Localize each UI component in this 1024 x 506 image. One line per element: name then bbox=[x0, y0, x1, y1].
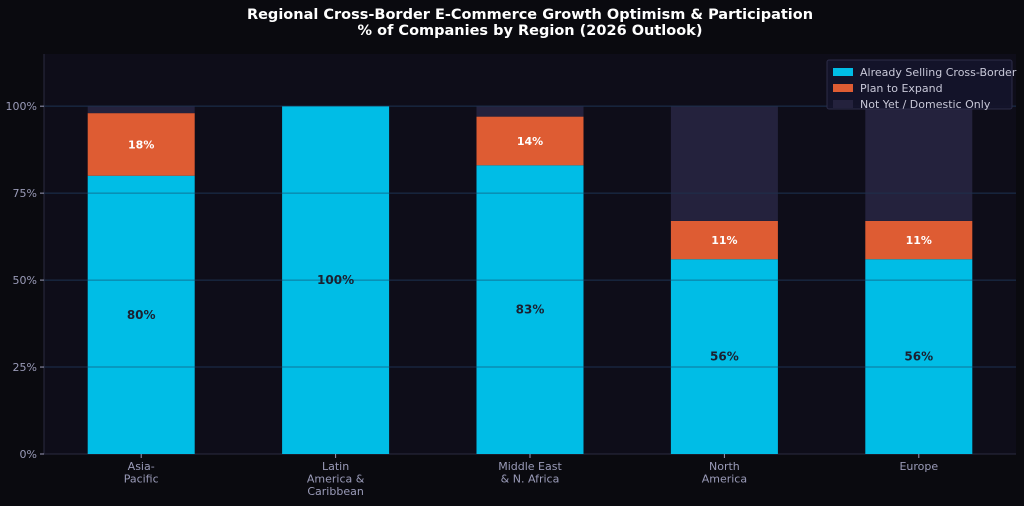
x-tick-label-line: Middle East bbox=[498, 460, 562, 473]
data-label-series0-cat2: 83% bbox=[516, 303, 545, 317]
data-label-series0-cat3: 56% bbox=[710, 350, 739, 364]
bar-series0-cat3 bbox=[670, 259, 778, 454]
legend-swatch-2 bbox=[833, 100, 853, 108]
x-tick-label-4: Europe bbox=[899, 460, 938, 473]
legend-swatch-1 bbox=[833, 84, 853, 92]
x-tick-label-line: Caribbean bbox=[307, 485, 363, 498]
bar-series2-cat2 bbox=[476, 106, 584, 117]
legend-label-2: Not Yet / Domestic Only bbox=[860, 98, 991, 111]
legend-box bbox=[826, 59, 1013, 110]
legend-label-0: Already Selling Cross-Border bbox=[860, 66, 1017, 79]
x-tick-label-line: Asia- bbox=[128, 460, 155, 473]
chart-title: Regional Cross-Border E-Commerce Growth … bbox=[247, 7, 813, 23]
y-axis: 0% 25% 50% 75% 100% bbox=[6, 100, 44, 461]
y-tick-label-1: 25% bbox=[13, 361, 37, 374]
chart-subtitle: % of Companies by Region (2026 Outlook) bbox=[358, 23, 703, 39]
data-label-series0-cat4: 56% bbox=[904, 350, 933, 364]
x-tick-label-2: Middle East & N. Africa bbox=[498, 460, 562, 486]
x-tick-label-3: North America bbox=[702, 460, 747, 486]
bar-series0-cat0 bbox=[87, 175, 195, 454]
data-labels: 80% 18% 100% 83% 14% 56% 11% 56% 11% bbox=[127, 135, 933, 364]
bar-series2-cat4 bbox=[865, 106, 973, 221]
x-tick-label-line: America & bbox=[307, 473, 365, 486]
x-tick-label-line: Latin bbox=[322, 460, 349, 473]
legend: Already Selling Cross-Border Plan to Expa… bbox=[826, 59, 1017, 111]
legend-swatch-0 bbox=[833, 68, 853, 76]
x-tick-label-0: Asia-Pacific bbox=[124, 460, 159, 486]
data-label-series1-cat2: 14% bbox=[517, 135, 543, 148]
bar-series2-cat3 bbox=[670, 106, 778, 221]
x-tick-label-line: Europe bbox=[899, 460, 938, 473]
x-tick-label-line: & N. Africa bbox=[501, 473, 560, 486]
x-tick-label-1: Latin America & Caribbean bbox=[307, 460, 365, 498]
legend-label-1: Plan to Expand bbox=[860, 82, 943, 95]
data-label-series1-cat0: 18% bbox=[128, 138, 154, 151]
bar-series1-cat4 bbox=[865, 220, 973, 260]
y-tick-label-0: 0% bbox=[20, 448, 37, 461]
x-tick-label-line: Pacific bbox=[124, 473, 159, 486]
bar-series1-cat0 bbox=[87, 113, 195, 176]
x-tick-label-line: North bbox=[709, 460, 740, 473]
bar-series0-cat4 bbox=[865, 259, 973, 454]
y-tick-label-3: 75% bbox=[13, 187, 37, 200]
bar-series2-cat0 bbox=[87, 106, 195, 114]
data-label-series0-cat1: 100% bbox=[317, 273, 354, 287]
data-label-series0-cat0: 80% bbox=[127, 308, 156, 322]
y-tick-label-2: 50% bbox=[13, 274, 37, 287]
x-tick-label-line: America bbox=[702, 473, 747, 486]
data-label-series1-cat3: 11% bbox=[711, 234, 737, 247]
bar-series0-cat2 bbox=[476, 165, 584, 454]
y-tick-label-4: 100% bbox=[6, 100, 37, 113]
bars bbox=[87, 106, 973, 454]
bar-series1-cat3 bbox=[670, 220, 778, 260]
data-label-series1-cat4: 11% bbox=[906, 234, 932, 247]
bar-series1-cat2 bbox=[476, 116, 584, 166]
x-axis: Asia-Pacific Latin America & Caribbean Middl… bbox=[124, 454, 938, 498]
